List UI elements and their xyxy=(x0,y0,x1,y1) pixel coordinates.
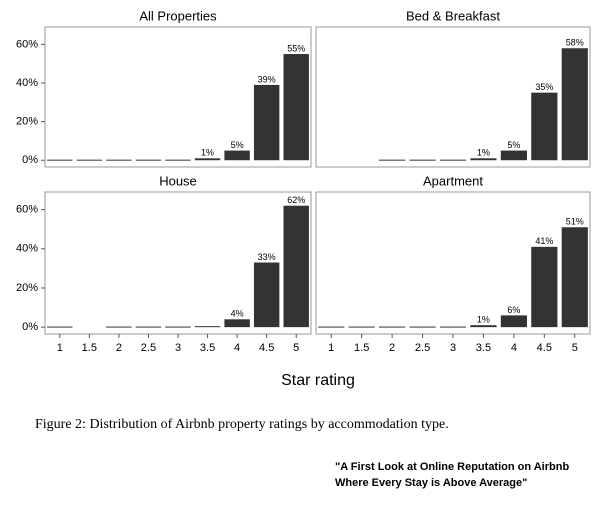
panel-title: Apartment xyxy=(423,173,483,188)
x-tick-label: 4.5 xyxy=(537,342,552,354)
y-tick-label: 60% xyxy=(16,38,38,50)
x-tick-label: 3 xyxy=(450,342,456,354)
y-tick-label: 40% xyxy=(16,243,38,255)
bar xyxy=(318,326,345,328)
y-tick-label: 20% xyxy=(16,282,38,294)
x-tick-label: 2.5 xyxy=(141,342,156,354)
y-tick-label: 0% xyxy=(22,321,38,333)
bar xyxy=(165,326,191,328)
bar xyxy=(283,205,309,328)
x-tick-label: 4.5 xyxy=(259,342,274,354)
value-label: 5% xyxy=(507,140,520,150)
value-label: 1% xyxy=(201,148,214,158)
panel xyxy=(315,26,591,168)
bar xyxy=(561,48,588,161)
x-tick-label: 1 xyxy=(328,342,334,354)
source-line: Where Every Stay is Above Average" xyxy=(335,477,527,489)
bar xyxy=(348,326,375,328)
source-line: "A First Look at Online Reputation on Ai… xyxy=(335,461,569,473)
bar xyxy=(500,315,527,328)
value-label: 5% xyxy=(231,140,244,150)
bar xyxy=(194,158,221,161)
bar xyxy=(194,326,221,328)
panel-title: House xyxy=(159,173,197,188)
bar xyxy=(379,159,406,161)
bar xyxy=(500,150,527,161)
x-tick-label: 1.5 xyxy=(82,342,97,354)
bar xyxy=(47,159,73,161)
x-tick-label: 1.5 xyxy=(354,342,369,354)
x-tick-label: 4 xyxy=(234,342,240,354)
bar xyxy=(76,159,103,161)
x-tick-label: 5 xyxy=(293,342,299,354)
x-tick-label: 3.5 xyxy=(476,342,491,354)
y-tick-label: 0% xyxy=(22,154,38,166)
value-label: 58% xyxy=(566,38,584,48)
value-label: 33% xyxy=(258,252,276,262)
bar xyxy=(224,319,250,328)
bar xyxy=(135,326,162,328)
bar xyxy=(47,326,73,328)
bar xyxy=(470,325,497,328)
value-label: 39% xyxy=(258,74,276,84)
x-tick-label: 2 xyxy=(116,342,122,354)
value-label: 4% xyxy=(231,309,244,319)
bar xyxy=(135,159,162,161)
value-label: 41% xyxy=(535,236,553,246)
bar xyxy=(106,326,132,328)
bar xyxy=(283,54,309,161)
bar xyxy=(531,246,558,328)
caption: Figure 2: Distribution of Airbnb propert… xyxy=(35,417,449,432)
x-tick-label: 2 xyxy=(389,342,395,354)
bar xyxy=(470,158,497,161)
x-tick-label: 3.5 xyxy=(200,342,215,354)
y-tick-label: 40% xyxy=(16,77,38,89)
bar xyxy=(379,326,406,328)
bar xyxy=(409,159,436,161)
value-label: 62% xyxy=(287,195,305,205)
panel-title: All Properties xyxy=(139,8,217,23)
value-label: 35% xyxy=(535,82,553,92)
panel-title: Bed & Breakfast xyxy=(406,8,500,23)
x-tick-label: 4 xyxy=(511,342,517,354)
value-label: 51% xyxy=(566,217,584,227)
bar xyxy=(224,150,250,161)
x-tick-label: 2.5 xyxy=(415,342,430,354)
y-tick-label: 60% xyxy=(16,204,38,216)
bar xyxy=(253,84,280,161)
bar xyxy=(253,262,280,328)
panel xyxy=(44,26,312,168)
bar xyxy=(106,159,132,161)
bar xyxy=(165,159,191,161)
value-label: 6% xyxy=(507,305,520,315)
x-axis-label: Star rating xyxy=(281,372,355,389)
bar xyxy=(409,326,436,328)
x-tick-label: 5 xyxy=(572,342,578,354)
value-label: 1% xyxy=(477,148,490,158)
x-tick-label: 3 xyxy=(175,342,181,354)
value-label: 1% xyxy=(477,315,490,325)
value-label: 55% xyxy=(287,43,305,53)
bar xyxy=(439,326,467,328)
bar xyxy=(561,227,588,328)
x-tick-label: 1 xyxy=(57,342,63,354)
bar xyxy=(439,159,467,161)
y-tick-label: 20% xyxy=(16,116,38,128)
bar xyxy=(531,92,558,161)
